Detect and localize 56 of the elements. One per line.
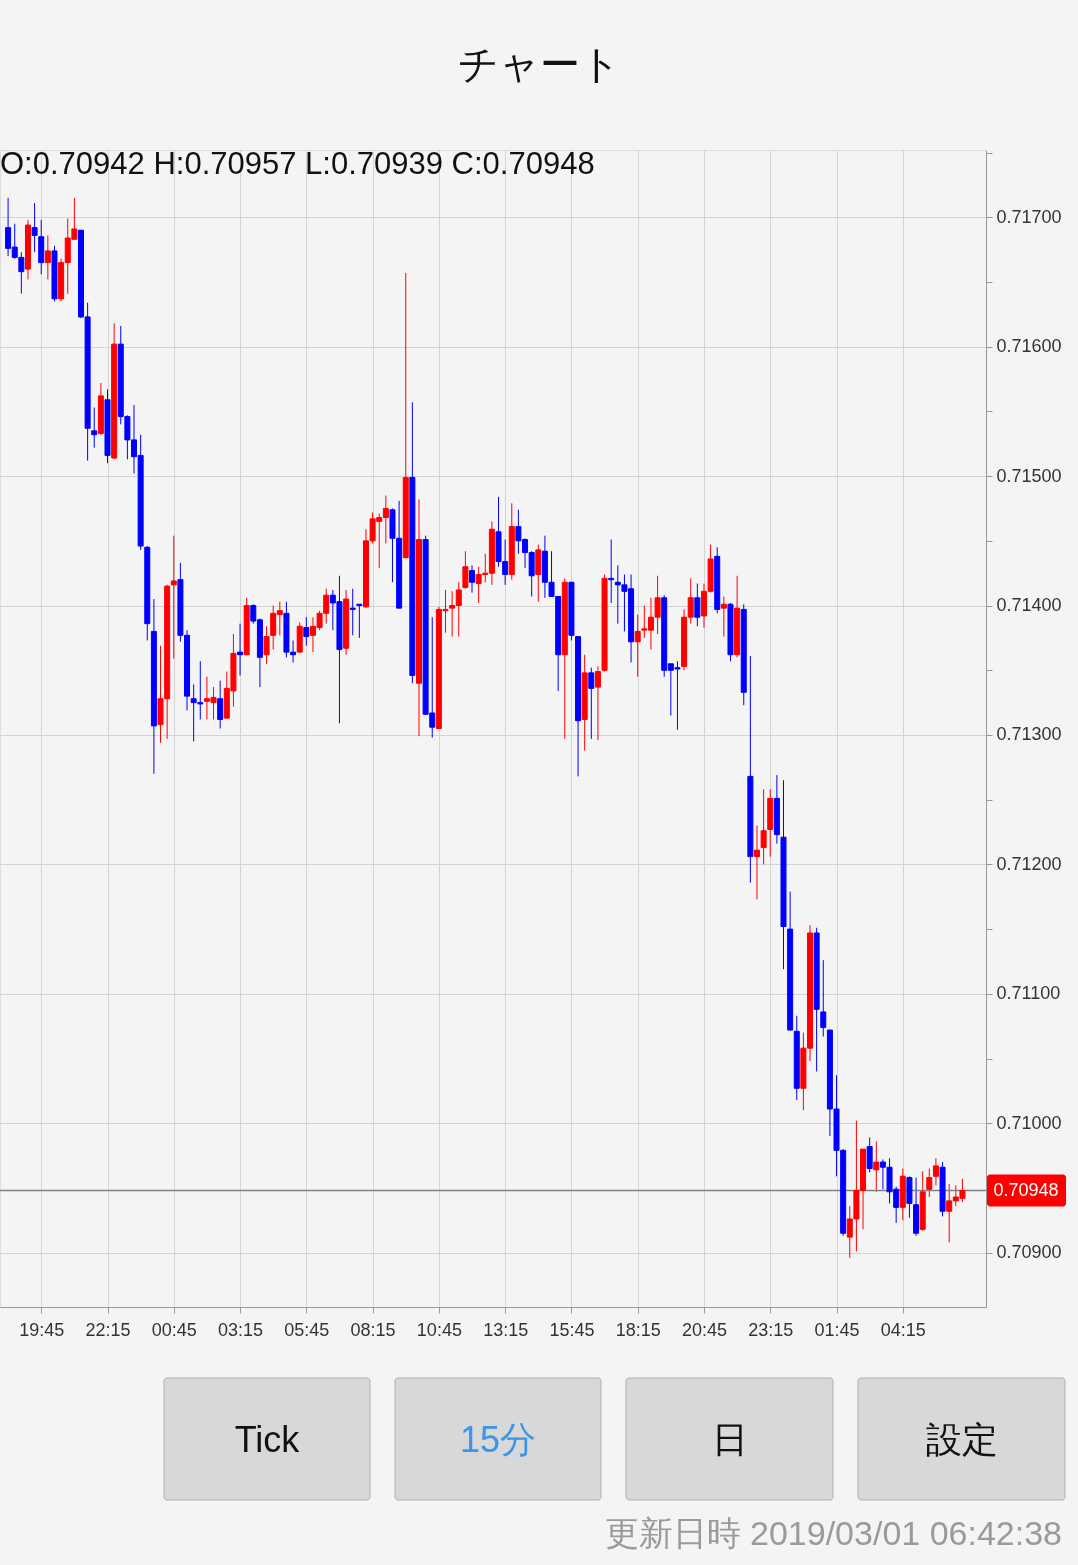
candlestick	[469, 564, 476, 594]
candlestick	[462, 550, 469, 590]
candlestick	[634, 614, 641, 678]
y-tick-label: 0.71600	[996, 336, 1062, 357]
text: Tick	[234, 1419, 301, 1460]
x-tick-label: 20:45	[681, 1319, 727, 1340]
chart-title: チャート	[457, 41, 621, 86]
x-tick-label: 22:15	[85, 1319, 131, 1340]
y-tick-label: 0.71500	[996, 465, 1062, 486]
x-tick-label: 00:45	[151, 1319, 197, 1340]
candlestick	[356, 603, 363, 639]
text: 日	[711, 1419, 748, 1460]
candlestick	[608, 539, 615, 604]
candlestick	[594, 665, 601, 741]
candlestick	[237, 623, 244, 676]
y-tick-label: 0.71100	[996, 983, 1061, 1004]
y-tick-label: 0.71700	[996, 206, 1062, 227]
candlestick	[694, 583, 701, 627]
candlestick	[91, 407, 98, 449]
candlestick	[720, 595, 727, 638]
y-tick-label: 0.70900	[996, 1242, 1062, 1263]
y-tick-label: 0.71400	[996, 595, 1062, 616]
candlestick	[349, 588, 356, 636]
x-tick-label: 13:15	[483, 1319, 529, 1340]
candlestick	[866, 1136, 873, 1173]
ref-line-label: 0.70948	[993, 1179, 1059, 1200]
candlestick	[263, 625, 270, 665]
candlestick	[820, 959, 827, 1038]
x-tick-label: 08:15	[350, 1319, 396, 1340]
x-tick-label: 04:15	[880, 1319, 926, 1340]
y-tick-label: 0.71000	[996, 1112, 1062, 1133]
candlestick	[760, 788, 767, 865]
text: 設定	[925, 1419, 998, 1460]
candlestick	[217, 680, 224, 729]
x-tick-label: 01:45	[814, 1319, 860, 1340]
text: 更新日時 2019/03/01 06:42:38	[604, 1514, 1062, 1552]
candlestick	[926, 1168, 933, 1198]
annotation: O:0.70942 H:0.70957 L:0.70939 C:0.70948	[0, 146, 595, 181]
x-tick-label: 15:45	[549, 1319, 595, 1340]
candlestick	[31, 202, 38, 253]
x-tick-label: 19:45	[19, 1319, 65, 1340]
candlestick	[588, 667, 595, 740]
x-tick-label: 10:45	[416, 1319, 462, 1340]
candlestick	[932, 1157, 939, 1186]
y-tick-label: 0.71300	[996, 724, 1062, 745]
candlestick	[44, 234, 51, 280]
candlestick	[303, 616, 310, 647]
candlestick	[753, 825, 760, 900]
text: 15分	[459, 1419, 537, 1460]
x-tick-label: 05:45	[284, 1319, 330, 1340]
x-tick-label: 23:15	[748, 1319, 794, 1340]
y-tick-label: 0.71200	[996, 853, 1062, 874]
candlestick	[873, 1140, 880, 1193]
x-tick-label: 18:15	[615, 1319, 661, 1340]
x-tick-label: 03:15	[218, 1319, 264, 1340]
candlestick	[170, 535, 177, 660]
